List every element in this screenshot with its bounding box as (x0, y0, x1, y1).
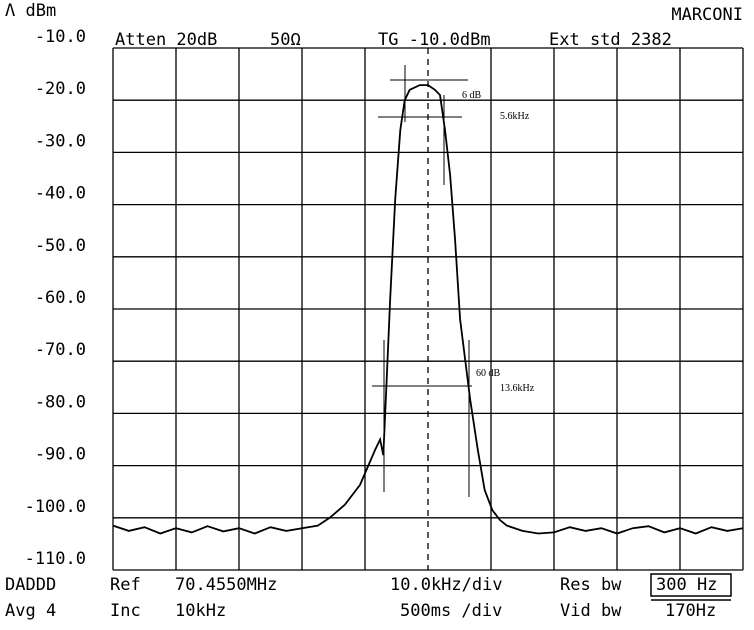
annotation: 6 dB (462, 90, 482, 101)
brand: MARCONI (671, 5, 743, 25)
tg: TG -10.0dBm (378, 30, 491, 50)
annotation: 13.6kHz (500, 383, 535, 394)
y-tick-label: -50.0 (35, 236, 86, 256)
y-tick-label: -60.0 (35, 288, 86, 308)
y-tick-label: -100.0 (25, 497, 86, 517)
atten: Atten 20dB (115, 30, 217, 50)
avg: Avg 4 (5, 601, 56, 621)
trace (112, 84, 744, 535)
markers (372, 65, 472, 497)
inc-label: Inc (110, 601, 141, 621)
annotation: 5.6kHz (500, 111, 530, 122)
mode: DADDD (5, 575, 56, 595)
span: 10.0kHz/div (390, 575, 503, 595)
y-tick-label: -30.0 (35, 131, 86, 151)
y-tick-label: -90.0 (35, 445, 86, 465)
y-tick-label: -10.0 (35, 27, 86, 47)
ref-label: Ref (110, 575, 141, 595)
vid-label: Vid bw (560, 601, 622, 621)
y-tick-label: -40.0 (35, 184, 86, 204)
res-label: Res bw (560, 575, 622, 595)
ref-value: 70.4550MHz (175, 575, 277, 595)
y-tick-label: -80.0 (35, 392, 86, 412)
ext: Ext std 2382 (549, 30, 672, 50)
unit-label: Λ dBm (5, 1, 56, 21)
vid-value: 170Hz (665, 601, 716, 621)
sweep: 500ms /div (400, 601, 502, 621)
annotation: 60 dB (476, 368, 501, 379)
y-tick-label: -70.0 (35, 340, 86, 360)
y-tick-label: -110.0 (25, 549, 86, 569)
impedance: 50Ω (270, 30, 301, 50)
y-tick-label: -20.0 (35, 79, 86, 99)
inc-value: 10kHz (175, 601, 226, 621)
res-value: 300 Hz (656, 575, 717, 595)
res-box (650, 573, 732, 597)
